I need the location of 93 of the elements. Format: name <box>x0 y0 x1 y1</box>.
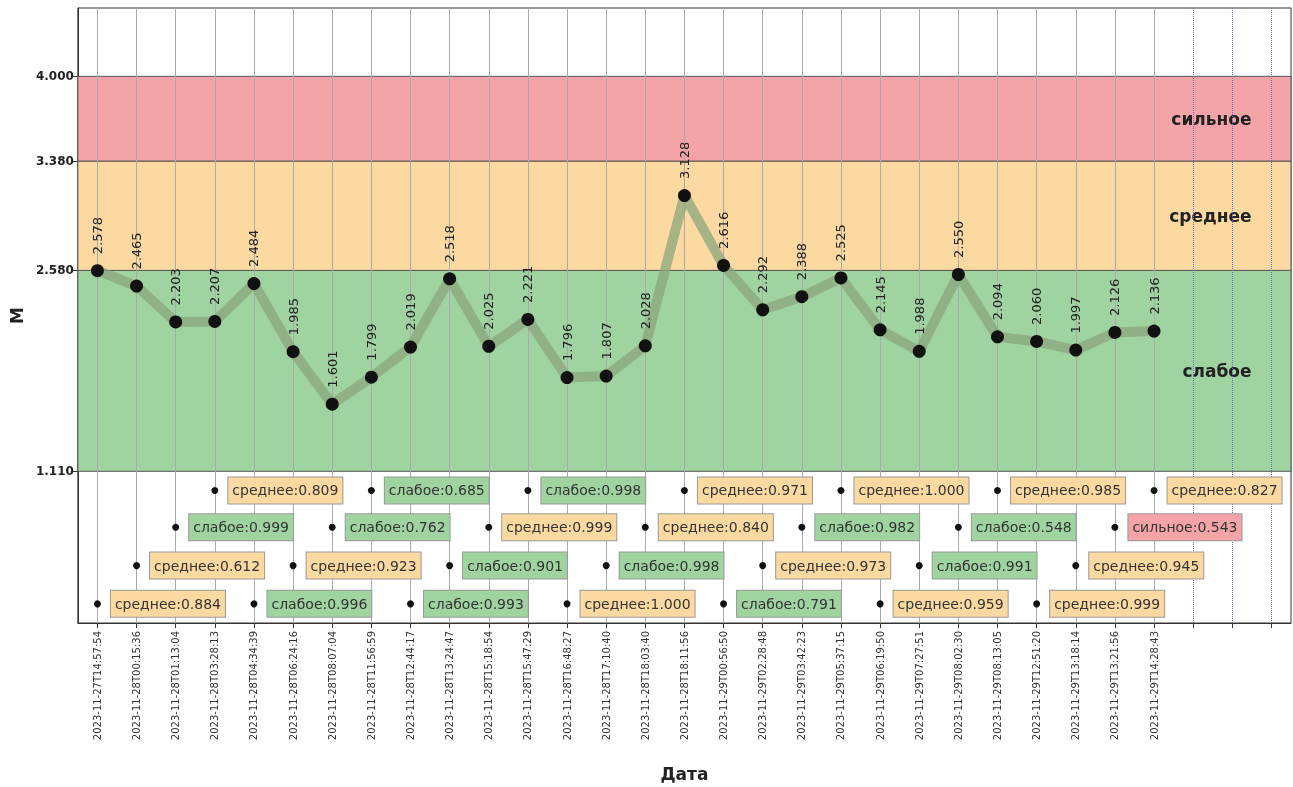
annotation: слабое:0.996 <box>271 595 368 612</box>
annotation: слабое:0.998 <box>623 557 720 574</box>
annotation: среднее:0.971 <box>701 482 808 499</box>
annotation: среднее:0.923 <box>310 557 417 574</box>
x-tick-label: 2023-11-29T05:37:15 <box>835 631 847 741</box>
band-label: среднее <box>1169 205 1252 226</box>
annotation: слабое:0.901 <box>467 557 563 574</box>
annotation: среднее:0.973 <box>780 557 887 574</box>
x-tick-label: 2023-11-28T15:47:29 <box>522 631 534 741</box>
data-label: 2.525 <box>833 224 849 262</box>
data-label: 2.518 <box>442 225 458 263</box>
annotation: слабое:0.548 <box>975 519 1072 536</box>
annotation: слабое:0.998 <box>545 482 642 499</box>
annotation: среднее:0.959 <box>897 595 1004 612</box>
data-label: 1.796 <box>559 323 575 362</box>
x-tick-label: 2023-11-28T16:48:27 <box>561 631 573 741</box>
x-axis-title: Дата <box>660 763 709 784</box>
data-label: 2.028 <box>637 292 653 330</box>
x-tick-label: 2023-11-29T13:18:14 <box>1070 631 1082 741</box>
data-label: 2.136 <box>1146 277 1162 315</box>
y-tick-label: 3.380 <box>35 154 74 169</box>
data-label: 1.601 <box>324 350 340 388</box>
annotation: слабое:0.762 <box>349 519 446 536</box>
y-axis-title: M <box>6 307 27 324</box>
band-label: сильное <box>1171 108 1252 129</box>
x-tick-label: 2023-11-28T15:18:54 <box>483 631 495 741</box>
x-tick-label: 2023-11-29T02:28:48 <box>757 631 769 741</box>
data-label: 2.221 <box>520 265 536 303</box>
y-tick-label: 1.110 <box>35 464 74 479</box>
annotation: среднее:1.000 <box>584 595 691 612</box>
data-label: 2.203 <box>168 268 184 306</box>
annotation: слабое:0.982 <box>819 519 916 536</box>
annotation: слабое:0.791 <box>741 595 837 612</box>
x-tick-label: 2023-11-29T03:42:23 <box>796 631 808 741</box>
x-tick-label: 2023-11-28T18:03:40 <box>639 631 651 741</box>
data-label: 2.019 <box>402 293 418 331</box>
annotation: слабое:0.999 <box>193 519 290 536</box>
annotation: сильное:0.543 <box>1132 519 1238 536</box>
x-tick-label: 2023-11-28T03:28:13 <box>209 631 221 741</box>
y-tick-label: 2.580 <box>35 263 74 278</box>
x-tick-label: 2023-11-29T07:27:51 <box>913 631 925 741</box>
data-label: 2.292 <box>755 256 771 294</box>
annotation: среднее:0.827 <box>1171 482 1278 499</box>
x-tick-label: 2023-11-28T13:24:47 <box>444 631 456 741</box>
band-label: слабое <box>1182 360 1252 381</box>
annotation: слабое:0.991 <box>936 557 1033 574</box>
data-label: 1.807 <box>598 322 614 360</box>
data-label: 2.207 <box>207 267 223 305</box>
x-tick-label: 2023-11-28T01:13:04 <box>170 631 182 741</box>
x-tick-label: 2023-11-29T08:02:30 <box>952 631 964 741</box>
data-label: 1.997 <box>1068 296 1084 334</box>
x-tick-label: 2023-11-29T00:56:50 <box>718 631 730 741</box>
x-tick-label: 2023-11-28T06:24:16 <box>287 631 299 741</box>
x-tick-label: 2023-11-28T04:34:39 <box>248 631 260 741</box>
x-tick-label: 2023-11-28T17:10:40 <box>600 631 612 741</box>
data-label: 2.578 <box>89 216 105 255</box>
data-label: 2.616 <box>716 211 732 249</box>
data-label: 2.025 <box>481 292 497 330</box>
annotation: среднее:0.985 <box>1015 482 1122 499</box>
x-tick-label: 2023-11-28T08:07:04 <box>326 631 338 741</box>
data-label: 1.985 <box>285 298 301 336</box>
annotation: слабое:0.685 <box>388 482 485 499</box>
annotation: среднее:0.884 <box>114 595 222 612</box>
annotation: среднее:0.612 <box>154 557 261 574</box>
data-label: 1.799 <box>363 323 379 361</box>
data-label: 2.388 <box>794 242 810 281</box>
data-label: 1.988 <box>911 297 927 335</box>
x-tick-label: 2023-11-29T13:21:56 <box>1109 631 1121 741</box>
data-label: 2.145 <box>872 276 888 314</box>
x-tick-label: 2023-11-29T06:19:50 <box>874 631 886 741</box>
x-tick-label: 2023-11-28T00:15:36 <box>131 631 143 741</box>
annotation: среднее:0.840 <box>662 519 769 536</box>
annotation: среднее:1.000 <box>858 482 965 499</box>
data-label: 3.128 <box>676 141 692 180</box>
x-tick-label: 2023-11-29T14:28:43 <box>1148 631 1160 741</box>
annotation: среднее:0.945 <box>1093 557 1200 574</box>
x-tick-label: 2023-11-28T18:11:56 <box>678 631 690 741</box>
x-tick-label: 2023-11-29T12:51:20 <box>1031 631 1043 741</box>
data-label: 2.550 <box>950 220 966 258</box>
data-label: 2.484 <box>246 229 262 268</box>
x-tick-label: 2023-11-29T08:13:05 <box>992 631 1003 741</box>
annotation: среднее:0.999 <box>506 519 613 536</box>
x-tick-label: 2023-11-27T14:57:54 <box>91 631 103 741</box>
data-label: 2.126 <box>1107 278 1123 316</box>
annotation: среднее:0.999 <box>1054 595 1161 612</box>
data-label: 2.465 <box>129 232 145 270</box>
data-label: 2.060 <box>1029 287 1045 325</box>
x-tick-label: 2023-11-28T11:56:59 <box>365 631 377 741</box>
annotation: среднее:0.809 <box>232 482 339 499</box>
data-label: 2.094 <box>990 283 1005 321</box>
x-tick-label: 2023-11-28T12:44:17 <box>404 631 416 741</box>
y-tick-label: 4.000 <box>35 69 74 84</box>
annotation: слабое:0.993 <box>427 595 524 612</box>
